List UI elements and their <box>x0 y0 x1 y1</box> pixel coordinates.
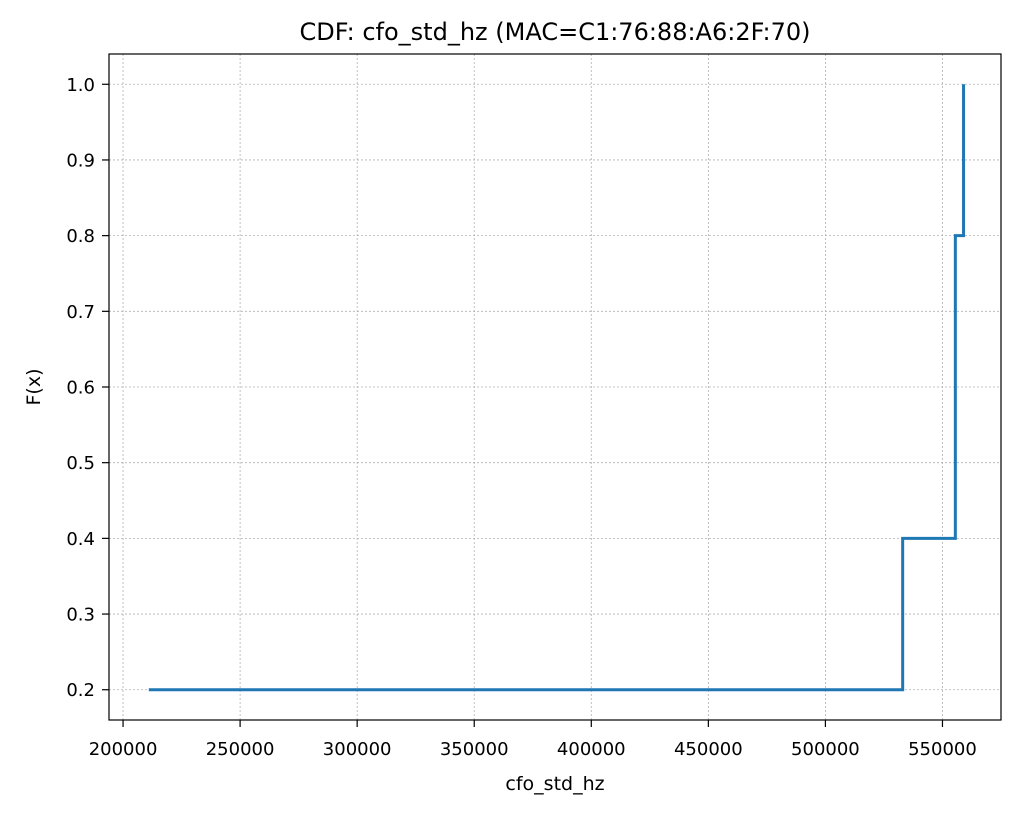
x-tick-label: 200000 <box>89 739 158 760</box>
x-axis: 200000 250000 300000 350000 400000 450000 5000… <box>89 720 977 760</box>
y-tick-label: 0.6 <box>66 378 95 399</box>
y-axis: 0.2 0.3 0.4 0.5 0.6 0.7 0.8 0.9 1.0 <box>66 75 109 701</box>
y-axis-label: F(x) <box>23 369 45 406</box>
y-tick-label: 0.7 <box>66 302 95 323</box>
x-tick-label: 400000 <box>557 739 626 760</box>
chart-title: CDF: cfo_std_hz (MAC=C1:76:88:A6:2F:70) <box>299 18 810 46</box>
grid <box>109 54 1001 720</box>
x-axis-label: cfo_std_hz <box>505 773 604 795</box>
series-layer <box>148 84 966 692</box>
y-tick-label: 0.8 <box>66 226 95 247</box>
x-tick-label: 250000 <box>206 739 275 760</box>
y-tick-label: 0.2 <box>66 680 95 701</box>
y-tick-label: 0.3 <box>66 605 95 626</box>
y-tick-label: 0.4 <box>66 529 95 550</box>
x-tick-label: 350000 <box>440 739 509 760</box>
cdf-step-line <box>148 84 966 692</box>
y-tick-label: 0.9 <box>66 150 95 171</box>
x-tick-label: 450000 <box>674 739 743 760</box>
x-tick-label: 500000 <box>791 739 860 760</box>
y-tick-label: 0.5 <box>66 453 95 474</box>
y-tick-label: 1.0 <box>66 75 95 96</box>
x-tick-label: 300000 <box>323 739 392 760</box>
x-tick-label: 550000 <box>908 739 977 760</box>
